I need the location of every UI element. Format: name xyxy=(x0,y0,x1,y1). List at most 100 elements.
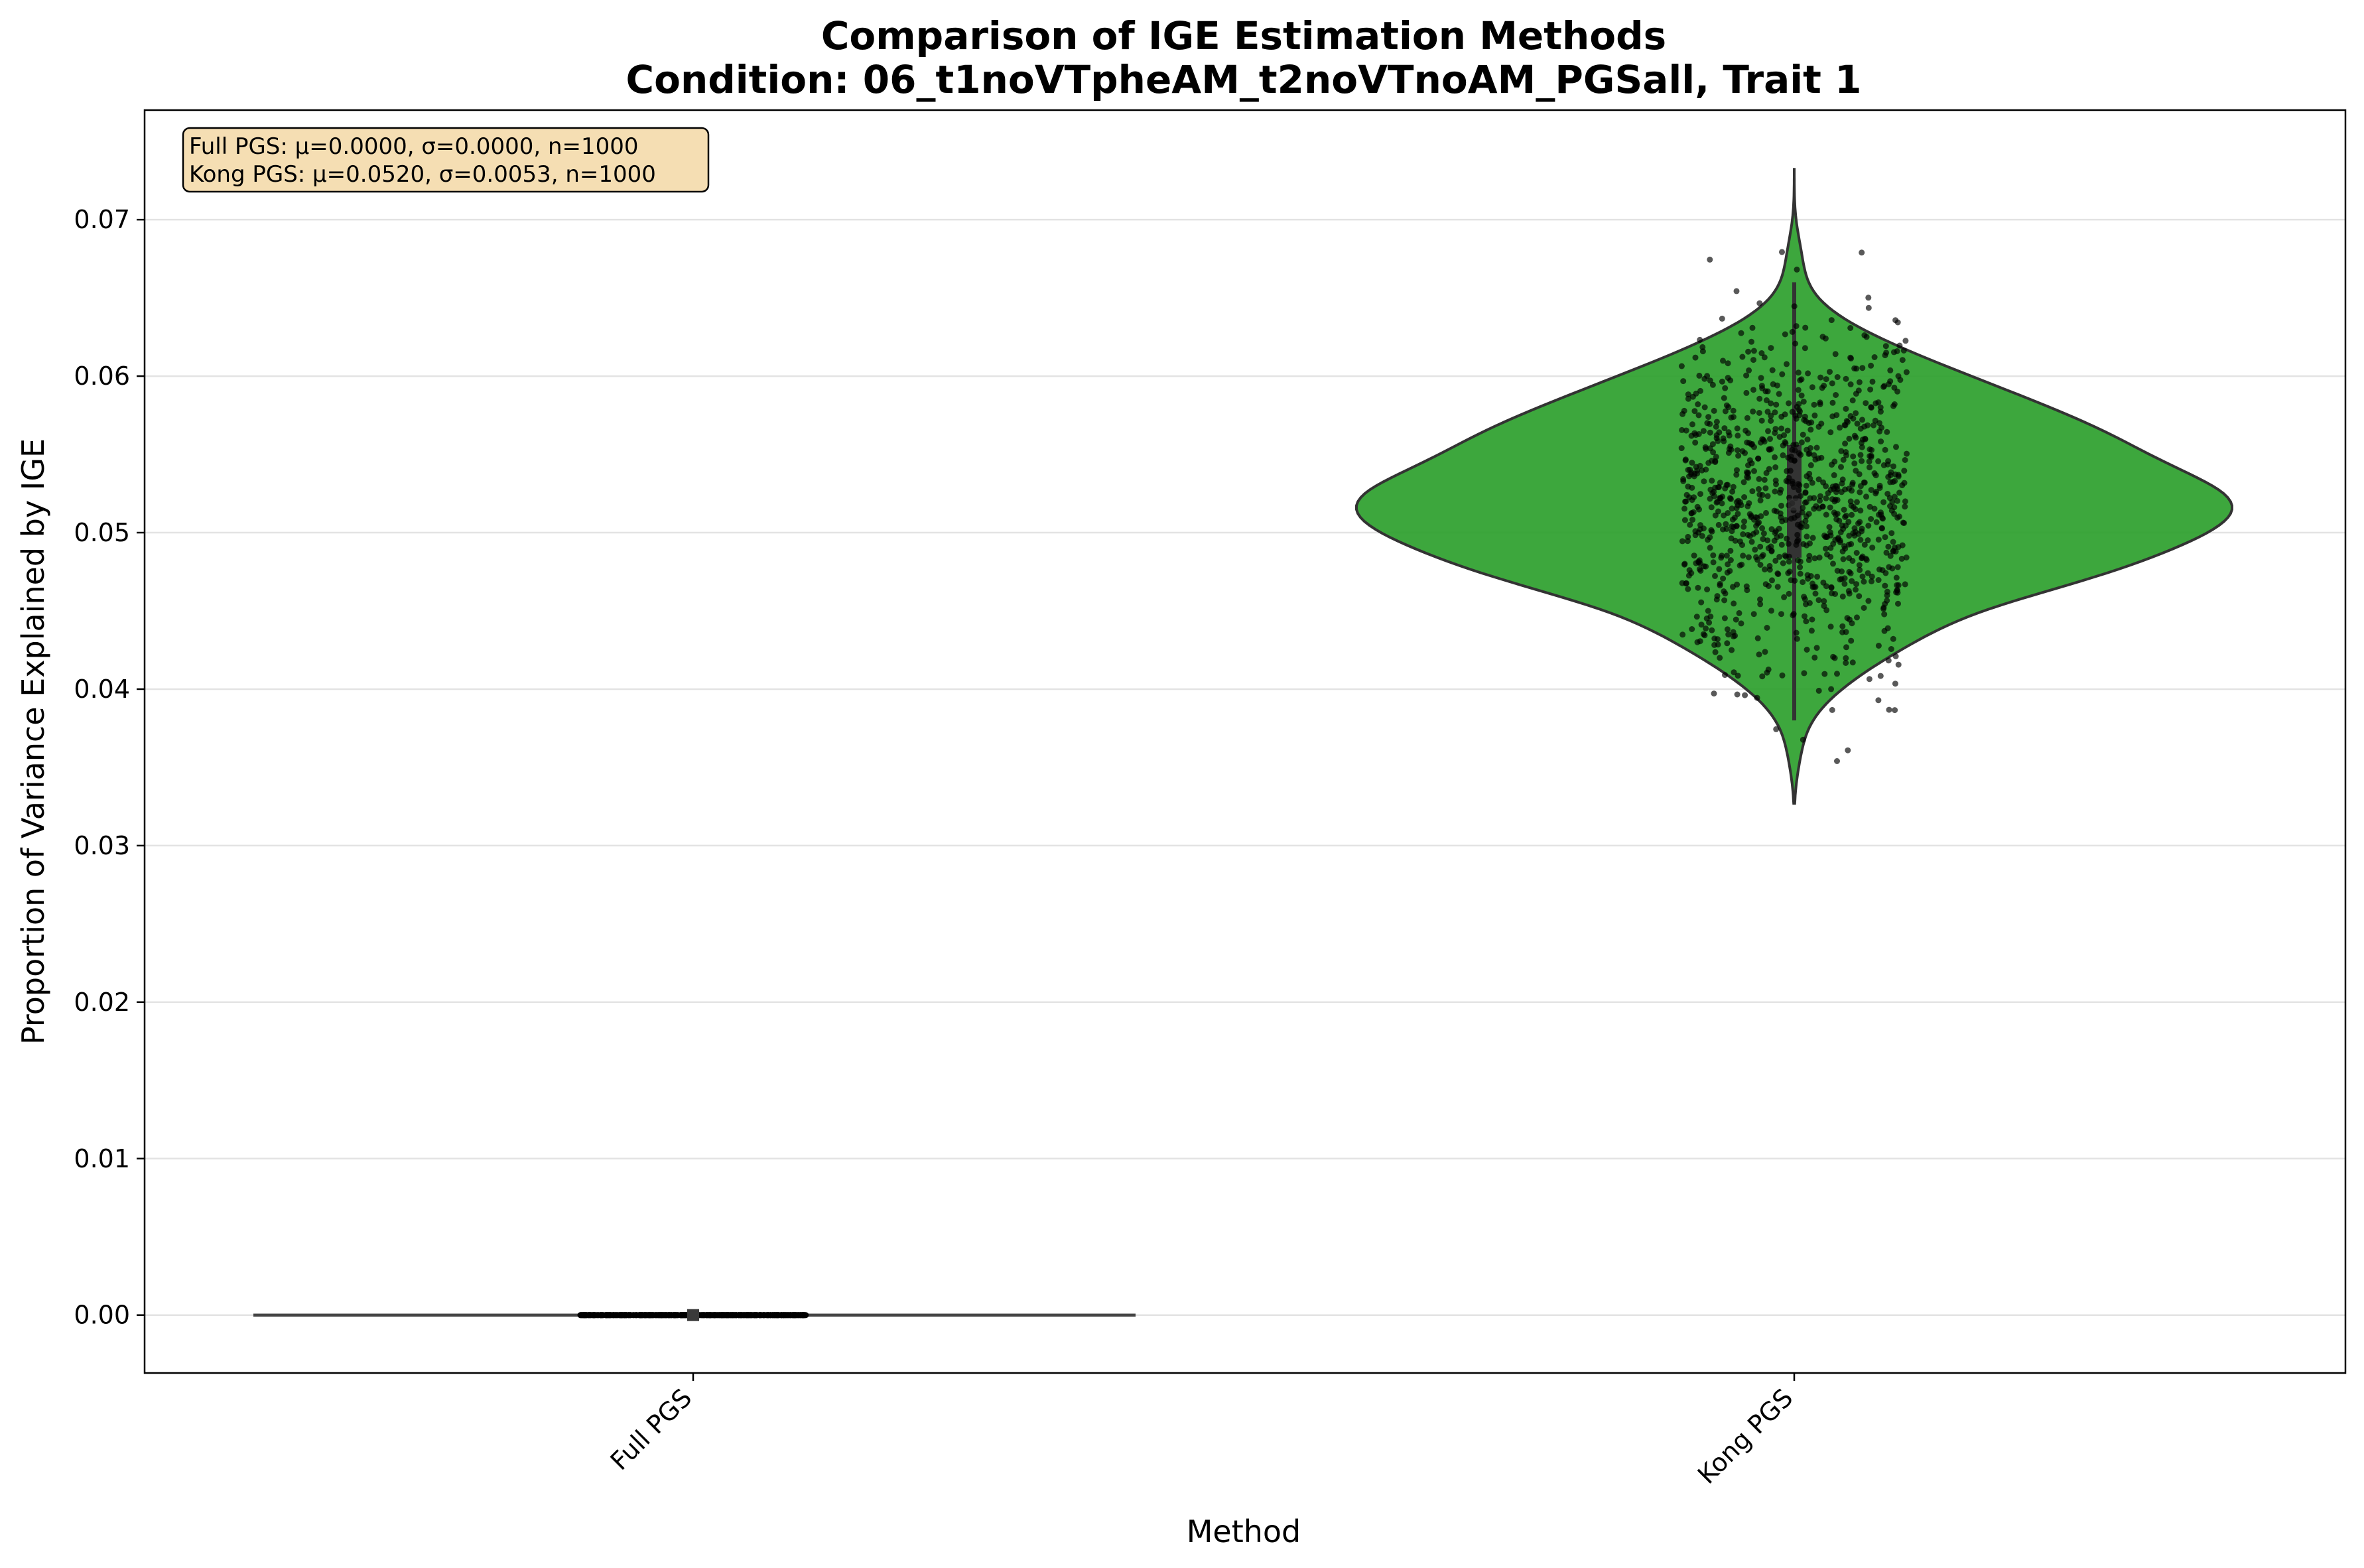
data-point-kong-pgs xyxy=(1685,533,1691,540)
data-point-kong-pgs xyxy=(1868,516,1874,522)
data-point-kong-pgs xyxy=(1709,478,1715,484)
data-point-kong-pgs xyxy=(1863,400,1869,407)
data-point-kong-pgs xyxy=(1682,456,1689,463)
data-point-kong-pgs xyxy=(1807,426,1814,433)
y-tick-label: 0.02 xyxy=(74,988,130,1017)
data-point-kong-pgs xyxy=(1859,458,1865,464)
data-point-full-pgs xyxy=(630,1312,636,1319)
data-point-kong-pgs xyxy=(1749,440,1755,447)
data-point-kong-pgs xyxy=(1882,343,1889,350)
data-point-kong-pgs xyxy=(1711,690,1717,697)
data-point-kong-pgs xyxy=(1744,470,1751,477)
data-point-kong-pgs xyxy=(1742,450,1748,456)
data-point-kong-pgs xyxy=(1808,627,1815,634)
data-point-kong-pgs xyxy=(1784,427,1791,434)
data-point-kong-pgs xyxy=(1741,518,1748,525)
data-point-kong-pgs xyxy=(1711,635,1718,642)
data-point-kong-pgs xyxy=(1843,512,1849,519)
data-point-kong-pgs xyxy=(1705,608,1711,614)
data-point-kong-pgs xyxy=(1798,392,1805,399)
data-point-kong-pgs xyxy=(1854,614,1860,621)
data-point-kong-pgs xyxy=(1867,386,1874,393)
data-point-kong-pgs xyxy=(1689,626,1695,632)
data-point-kong-pgs xyxy=(1722,385,1729,391)
data-point-kong-pgs xyxy=(1725,631,1732,638)
data-point-kong-pgs xyxy=(1738,330,1744,336)
data-point-kong-pgs xyxy=(1876,511,1882,518)
data-point-kong-pgs xyxy=(1773,481,1779,488)
data-point-kong-pgs xyxy=(1819,503,1826,510)
data-point-kong-pgs xyxy=(1829,399,1836,406)
data-point-kong-pgs xyxy=(1707,495,1713,502)
data-point-kong-pgs xyxy=(1750,348,1757,354)
data-point-kong-pgs xyxy=(1742,692,1748,698)
data-point-kong-pgs xyxy=(1750,408,1756,415)
data-point-kong-pgs xyxy=(1762,566,1768,572)
data-point-kong-pgs xyxy=(1757,543,1764,550)
data-point-kong-pgs xyxy=(1781,594,1788,600)
data-point-kong-pgs xyxy=(1719,378,1725,385)
data-point-kong-pgs xyxy=(1833,392,1839,398)
data-point-kong-pgs xyxy=(1695,584,1701,591)
data-point-kong-pgs xyxy=(1686,473,1692,480)
data-point-kong-pgs xyxy=(1749,324,1756,331)
data-point-kong-pgs xyxy=(1859,365,1866,371)
data-point-kong-pgs xyxy=(1709,627,1715,633)
data-point-kong-pgs xyxy=(1791,457,1798,464)
data-point-kong-pgs xyxy=(1856,379,1863,385)
data-point-kong-pgs xyxy=(1878,525,1885,532)
data-point-kong-pgs xyxy=(1853,581,1860,588)
data-point-kong-pgs xyxy=(1879,567,1886,574)
data-point-kong-pgs xyxy=(1865,537,1871,543)
data-point-kong-pgs xyxy=(1794,512,1801,519)
data-point-kong-pgs xyxy=(1839,476,1846,483)
stats-line-kong-pgs: Kong PGS: μ=0.0520, σ=0.0053, n=1000 xyxy=(189,161,656,188)
data-point-kong-pgs xyxy=(1794,403,1800,410)
data-point-kong-pgs xyxy=(1779,371,1786,377)
data-point-kong-pgs xyxy=(1738,502,1744,509)
data-point-kong-pgs xyxy=(1869,378,1876,385)
data-point-kong-pgs xyxy=(1892,681,1898,687)
data-point-kong-pgs xyxy=(1841,580,1848,587)
data-point-kong-pgs xyxy=(1729,516,1736,523)
data-point-kong-pgs xyxy=(1724,569,1731,576)
data-point-kong-pgs xyxy=(1768,413,1774,419)
data-point-kong-pgs xyxy=(1761,476,1768,483)
data-point-kong-pgs xyxy=(1838,448,1845,454)
data-point-kong-pgs xyxy=(1885,657,1892,664)
data-point-kong-pgs xyxy=(1882,582,1888,589)
data-point-full-pgs xyxy=(731,1312,738,1319)
data-point-kong-pgs xyxy=(1880,499,1887,505)
data-point-kong-pgs xyxy=(1712,572,1718,579)
data-point-kong-pgs xyxy=(1882,534,1888,541)
data-point-kong-pgs xyxy=(1787,468,1794,474)
data-point-kong-pgs xyxy=(1888,646,1894,652)
data-point-kong-pgs xyxy=(1875,697,1882,704)
data-point-kong-pgs xyxy=(1851,432,1858,439)
data-point-kong-pgs xyxy=(1707,256,1713,263)
data-point-kong-pgs xyxy=(1746,367,1752,373)
data-point-full-pgs xyxy=(679,1312,686,1319)
data-point-kong-pgs xyxy=(1728,495,1734,502)
data-point-kong-pgs xyxy=(1900,519,1906,526)
data-point-kong-pgs xyxy=(1709,490,1716,496)
data-point-kong-pgs xyxy=(1756,300,1763,306)
data-point-kong-pgs xyxy=(1740,553,1746,559)
data-point-kong-pgs xyxy=(1885,543,1892,550)
data-point-kong-pgs xyxy=(1832,511,1839,518)
data-point-kong-pgs xyxy=(1848,637,1855,644)
data-point-kong-pgs xyxy=(1867,503,1873,510)
data-point-kong-pgs xyxy=(1692,354,1699,361)
data-point-kong-pgs xyxy=(1802,489,1809,495)
data-point-kong-pgs xyxy=(1857,507,1864,514)
data-point-kong-pgs xyxy=(1876,420,1882,426)
data-point-kong-pgs xyxy=(1778,502,1784,509)
data-point-kong-pgs xyxy=(1803,513,1809,519)
data-point-kong-pgs xyxy=(1796,482,1803,489)
data-point-kong-pgs xyxy=(1847,498,1854,505)
data-point-kong-pgs xyxy=(1845,747,1851,753)
data-point-kong-pgs xyxy=(1877,673,1884,679)
data-point-kong-pgs xyxy=(1685,391,1691,398)
data-point-kong-pgs xyxy=(1797,408,1803,415)
data-point-kong-pgs xyxy=(1765,666,1772,673)
